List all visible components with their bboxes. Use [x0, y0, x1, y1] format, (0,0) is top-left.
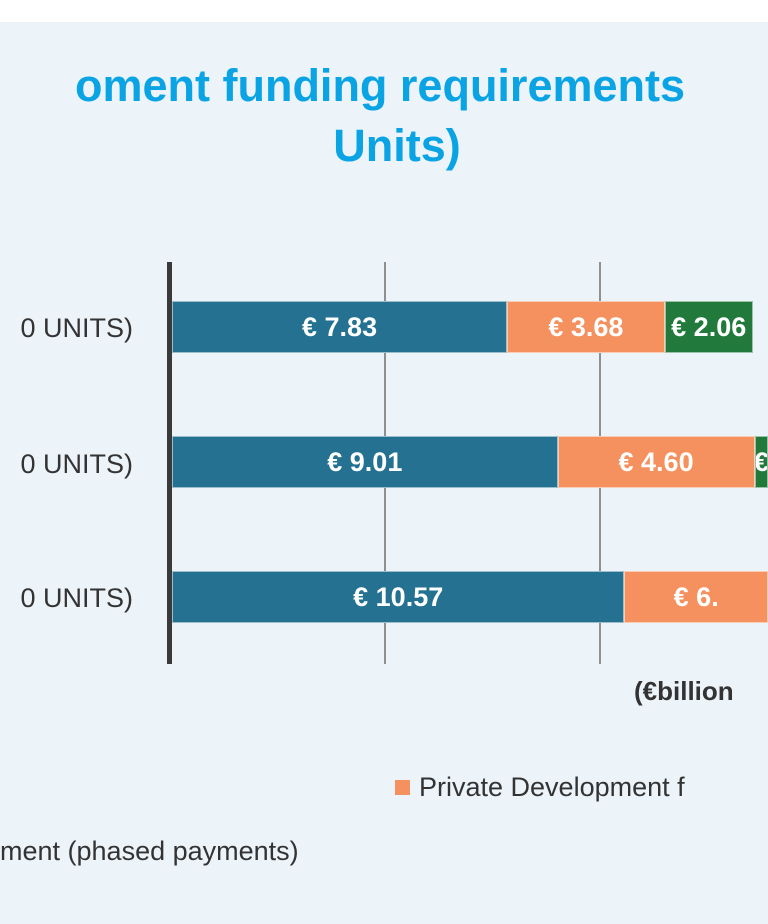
bar-value-label: € 9.01 — [327, 446, 403, 477]
bar-segment: € 2.06 — [664, 301, 753, 353]
category-label: 0 UNITS) — [20, 583, 133, 613]
bar-segment: € 3.68 — [507, 301, 665, 353]
y-axis-line — [167, 262, 172, 664]
category-label: 0 UNITS) — [20, 449, 133, 479]
bar-segment: € 4.60 — [557, 436, 755, 488]
chart-title: oment funding requirements Units) — [0, 56, 768, 176]
bar-segment: € 10.57 — [172, 571, 625, 623]
x-axis-unit-label: (€billion — [634, 676, 734, 706]
bar-segment: € 9.01 — [172, 436, 558, 488]
category-label: 0 UNITS) — [20, 313, 133, 343]
legend-item-phased-payments: ment (phased payments) — [0, 836, 299, 867]
legend-label: Private Development f — [419, 772, 685, 802]
bar-value-label: € 4.60 — [618, 446, 694, 477]
chart-title-line-1: oment funding requirements — [74, 60, 686, 111]
bar-segment: € — [754, 436, 768, 488]
bar-segment: € 6. — [624, 571, 768, 623]
legend-item-private-development: Private Development f — [395, 772, 685, 803]
bar-value-label: € 6. — [673, 581, 719, 612]
bar-segment: € 7.83 — [172, 301, 508, 353]
bar-value-label: € 2.06 — [671, 311, 747, 342]
bar-value-label: € — [756, 447, 767, 478]
bar-value-label: € 10.57 — [353, 581, 444, 612]
chart-title-line-2: Units) — [333, 120, 461, 171]
bar-value-label: € 7.83 — [302, 311, 378, 342]
bar-value-label: € 3.68 — [548, 311, 624, 342]
legend-label: ment (phased payments) — [0, 836, 299, 866]
legend-swatch — [395, 780, 410, 795]
